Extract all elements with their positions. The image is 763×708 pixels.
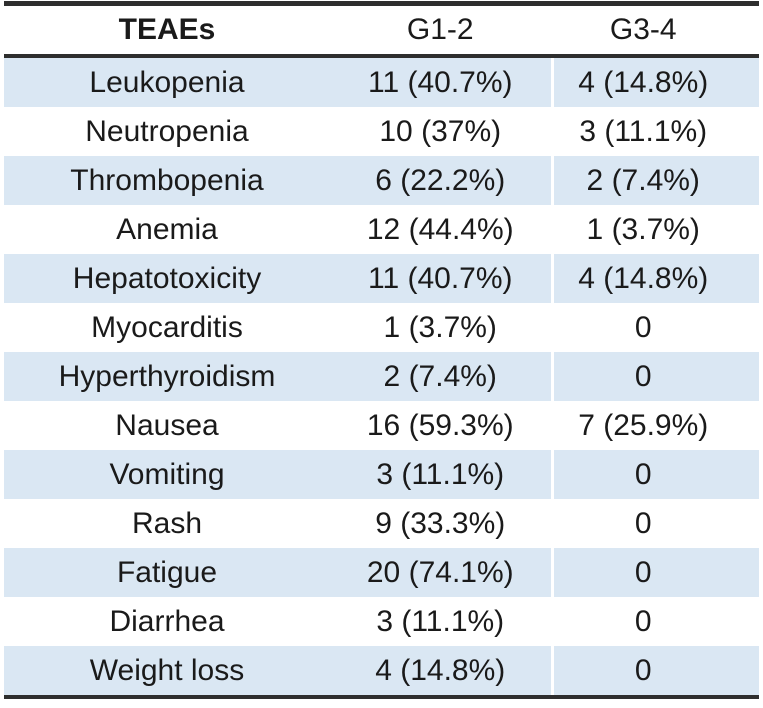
g1-2-value-cell: 1 (3.7%) xyxy=(330,303,552,352)
column-header-teaes: TEAEs xyxy=(118,13,216,46)
g3-4-value-cell: 0 xyxy=(550,450,759,499)
g1-2-value-cell: 16 (59.3%) xyxy=(330,401,552,450)
table-row: Thrombopenia 6 (22.2%) 2 (7.4%) xyxy=(4,156,759,205)
table-row: Nausea 16 (59.3%) 7 (25.9%) xyxy=(4,401,759,450)
g1-2-value-cell: 3 (11.1%) xyxy=(330,450,552,499)
g3-4-value-cell: 4 (14.8%) xyxy=(550,254,759,303)
g3-4-value-cell: 0 xyxy=(550,352,759,401)
table-row: Leukopenia 11 (40.7%) 4 (14.8%) xyxy=(4,56,759,107)
teae-name-cell: Vomiting xyxy=(4,450,330,499)
g1-2-value-cell: 3 (11.1%) xyxy=(330,597,552,646)
table-row: Rash 9 (33.3%) 0 xyxy=(4,499,759,548)
table-row: Myocarditis 1 (3.7%) 0 xyxy=(4,303,759,352)
teae-name-cell: Nausea xyxy=(4,401,330,450)
g1-2-value-cell: 10 (37%) xyxy=(330,107,552,156)
teae-name-cell: Neutropenia xyxy=(4,107,330,156)
column-header-g3-4: G3-4 xyxy=(550,3,759,56)
table-row: Fatigue 20 (74.1%) 0 xyxy=(4,548,759,597)
teae-name-cell: Hepatotoxicity xyxy=(4,254,330,303)
g3-4-value-cell: 2 (7.4%) xyxy=(550,156,759,205)
g3-4-value-cell: 4 (14.8%) xyxy=(550,56,759,107)
g3-4-value-cell: 0 xyxy=(550,499,759,548)
table-row: Anemia 12 (44.4%) 1 (3.7%) xyxy=(4,205,759,254)
g3-4-value-cell: 3 (11.1%) xyxy=(550,107,759,156)
g3-4-value-cell: 7 (25.9%) xyxy=(550,401,759,450)
teae-name-cell: Anemia xyxy=(4,205,330,254)
g1-2-value-cell: 20 (74.1%) xyxy=(330,548,552,597)
table-row: Hyperthyroidism 2 (7.4%) 0 xyxy=(4,352,759,401)
teae-table: TEAEs G1-2 G3-4 Leukopenia 11 (40.7%) 4 … xyxy=(4,1,759,699)
g1-2-value-cell: 4 (14.8%) xyxy=(330,646,552,697)
table-row: Weight loss 4 (14.8%) 0 xyxy=(4,646,759,697)
table-row: Neutropenia 10 (37%) 3 (11.1%) xyxy=(4,107,759,156)
column-header-g1-2: G1-2 xyxy=(406,13,474,46)
g1-2-value-cell: 11 (40.7%) xyxy=(330,56,552,107)
g1-2-value-cell: 2 (7.4%) xyxy=(330,352,552,401)
teae-name-cell: Fatigue xyxy=(4,548,330,597)
teae-name-cell: Hyperthyroidism xyxy=(4,352,330,401)
g3-4-value-cell: 1 (3.7%) xyxy=(550,205,759,254)
teae-name-cell: Diarrhea xyxy=(4,597,330,646)
g1-2-value-cell: 12 (44.4%) xyxy=(330,205,552,254)
teae-name-cell: Leukopenia xyxy=(4,56,330,107)
teae-name-cell: Rash xyxy=(4,499,330,548)
g3-4-value-cell: 0 xyxy=(550,548,759,597)
table-row: Diarrhea 3 (11.1%) 0 xyxy=(4,597,759,646)
teae-name-cell: Myocarditis xyxy=(4,303,330,352)
table-row: Hepatotoxicity 11 (40.7%) 4 (14.8%) xyxy=(4,254,759,303)
g1-2-value-cell: 9 (33.3%) xyxy=(330,499,552,548)
teae-name-cell: Weight loss xyxy=(4,646,330,697)
teae-name-cell: Thrombopenia xyxy=(4,156,330,205)
g3-4-value-cell: 0 xyxy=(550,303,759,352)
header-row: TEAEs G1-2 G3-4 xyxy=(4,3,759,56)
table-row: Vomiting 3 (11.1%) 0 xyxy=(4,450,759,499)
g3-4-value-cell: 0 xyxy=(550,646,759,697)
g1-2-value-cell: 11 (40.7%) xyxy=(330,254,552,303)
g3-4-value-cell: 0 xyxy=(550,597,759,646)
g1-2-value-cell: 6 (22.2%) xyxy=(330,156,552,205)
